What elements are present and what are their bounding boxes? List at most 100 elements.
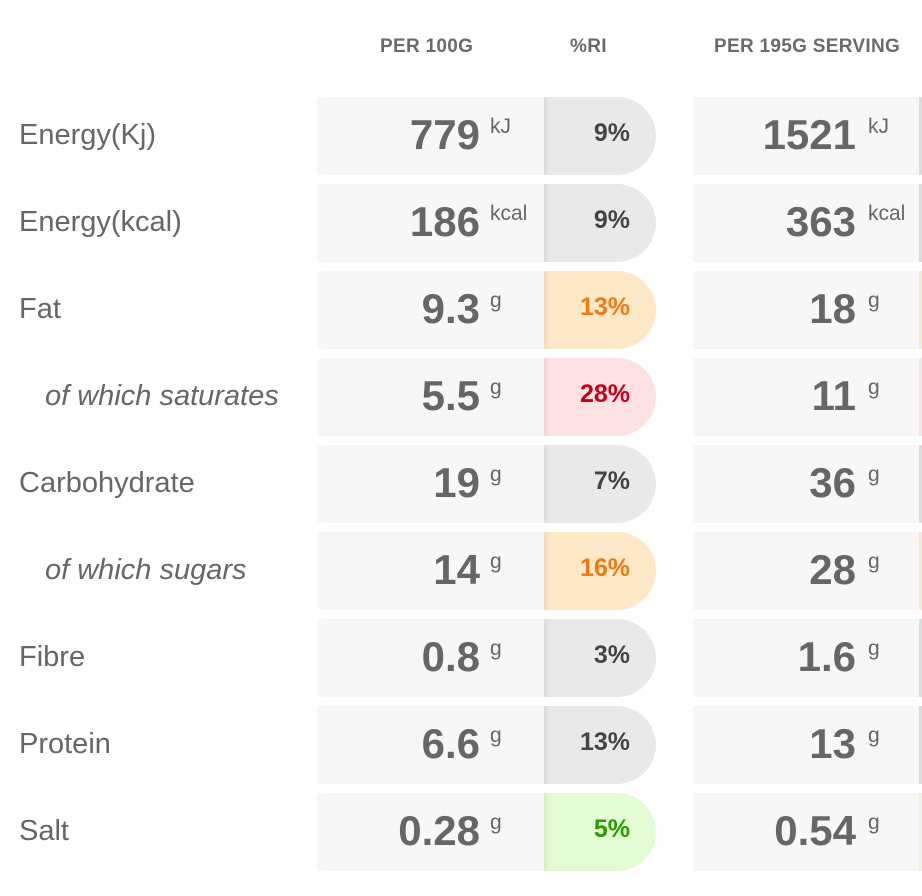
ri-percent: 9% — [593, 206, 630, 234]
nutrition-row: Carbohydrate 19 g 7% 36 g — [0, 445, 922, 523]
per100-value: 0.28 — [398, 807, 480, 854]
serving-value: 36 — [809, 459, 856, 506]
serving-cell — [693, 184, 922, 262]
per100-value: 186 — [409, 198, 480, 245]
ri-percent: 7% — [593, 467, 630, 495]
serving-value: 0.54 — [774, 807, 856, 854]
serving-cell — [693, 793, 922, 871]
serving-edge-marker — [919, 184, 922, 262]
per100-unit: g — [490, 724, 502, 747]
serving-unit: kcal — [868, 202, 906, 225]
nutrient-label: Energy(kcal) — [19, 206, 182, 238]
ri-badge: 13% — [544, 706, 656, 784]
serving-cell — [693, 619, 922, 697]
ri-percent: 16% — [579, 554, 630, 582]
serving-cell — [693, 358, 922, 436]
per100-unit: g — [490, 376, 502, 399]
per100-value: 779 — [409, 111, 480, 158]
per100-value: 14 — [433, 546, 480, 593]
nutrition-row: Protein 6.6 g 13% 13 g — [0, 706, 922, 784]
serving-cell — [693, 271, 922, 349]
per100-cell — [317, 271, 563, 349]
per100-unit: kcal — [490, 202, 528, 225]
serving-edge-marker — [919, 271, 922, 349]
per100-unit: g — [490, 289, 502, 312]
serving-unit: g — [868, 550, 880, 573]
per100-value: 9.3 — [421, 285, 480, 332]
per100-value: 5.5 — [421, 372, 480, 419]
serving-unit: g — [868, 811, 880, 834]
serving-edge-marker — [919, 358, 922, 436]
per100-unit: g — [490, 463, 502, 486]
nutrient-label: Carbohydrate — [19, 467, 195, 499]
ri-percent: 3% — [593, 641, 630, 669]
ri-badge: 3% — [544, 619, 656, 697]
serving-value: 1521 — [762, 111, 856, 158]
header-per-serving: PER 195G SERVING — [714, 36, 901, 57]
serving-value: 363 — [785, 198, 856, 245]
nutrition-row: Salt 0.28 g 5% 0.54 g — [0, 793, 922, 871]
serving-edge-marker — [919, 706, 922, 784]
nutrition-row: Fibre 0.8 g 3% 1.6 g — [0, 619, 922, 697]
per100-cell — [317, 445, 563, 523]
nutrition-row: of which saturates 5.5 g 28% 11 g — [0, 358, 922, 436]
per100-cell — [317, 358, 563, 436]
serving-unit: g — [868, 463, 880, 486]
ri-percent: 13% — [579, 728, 630, 756]
ri-percent: 13% — [579, 293, 630, 321]
serving-unit: g — [868, 376, 880, 399]
per100-cell — [317, 619, 563, 697]
nutrient-label: Salt — [19, 815, 69, 847]
per100-unit: g — [490, 811, 502, 834]
nutrition-row: of which sugars 14 g 16% 28 g — [0, 532, 922, 610]
serving-cell — [693, 97, 922, 175]
serving-value: 13 — [809, 720, 856, 767]
header-ri: %RI — [570, 36, 607, 57]
nutrient-label: Protein — [19, 728, 111, 760]
nutrition-row: Energy(Kj) 779 kJ 9% 1521 kJ — [0, 97, 922, 175]
ri-badge: 5% — [544, 793, 656, 871]
per100-cell — [317, 532, 563, 610]
serving-cell — [693, 532, 922, 610]
nutrient-sublabel: of which saturates — [45, 380, 279, 412]
nutrient-label: Fat — [19, 293, 61, 325]
serving-edge-marker — [919, 793, 922, 871]
serving-unit: g — [868, 289, 880, 312]
nutrient-label: Energy(Kj) — [19, 119, 156, 151]
ri-badge: 16% — [544, 532, 656, 610]
per100-unit: g — [490, 637, 502, 660]
per100-cell — [317, 97, 563, 175]
per100-value: 0.8 — [421, 633, 480, 680]
serving-edge-marker — [919, 445, 922, 523]
per100-value: 6.6 — [421, 720, 480, 767]
nutrient-sublabel: of which sugars — [45, 554, 247, 586]
per100-unit: g — [490, 550, 502, 573]
ri-badge: 7% — [544, 445, 656, 523]
serving-edge-marker — [919, 532, 922, 610]
serving-edge-marker — [919, 97, 922, 175]
ri-percent: 9% — [593, 119, 630, 147]
per100-cell — [317, 184, 563, 262]
ri-badge: 9% — [544, 97, 656, 175]
nutrition-row: Fat 9.3 g 13% 18 g — [0, 271, 922, 349]
serving-unit: g — [868, 637, 880, 660]
per100-cell — [317, 793, 563, 871]
nutrient-label: Fibre — [19, 641, 86, 673]
per100-cell — [317, 706, 563, 784]
ri-percent: 5% — [593, 815, 630, 843]
serving-value: 1.6 — [797, 633, 856, 680]
ri-badge: 9% — [544, 184, 656, 262]
header-per-100g: PER 100G — [380, 36, 474, 57]
per100-value: 19 — [433, 459, 480, 506]
serving-unit: g — [868, 724, 880, 747]
nutrition-row: Energy(kcal) 186 kcal 9% 363 kcal — [0, 184, 922, 262]
serving-value: 11 — [811, 372, 856, 419]
per100-unit: kJ — [490, 115, 511, 138]
serving-value: 28 — [809, 546, 856, 593]
ri-percent: 28% — [579, 380, 630, 408]
serving-cell — [693, 445, 922, 523]
ri-badge: 13% — [544, 271, 656, 349]
serving-value: 18 — [809, 285, 856, 332]
ri-badge: 28% — [544, 358, 656, 436]
serving-edge-marker — [919, 619, 922, 697]
